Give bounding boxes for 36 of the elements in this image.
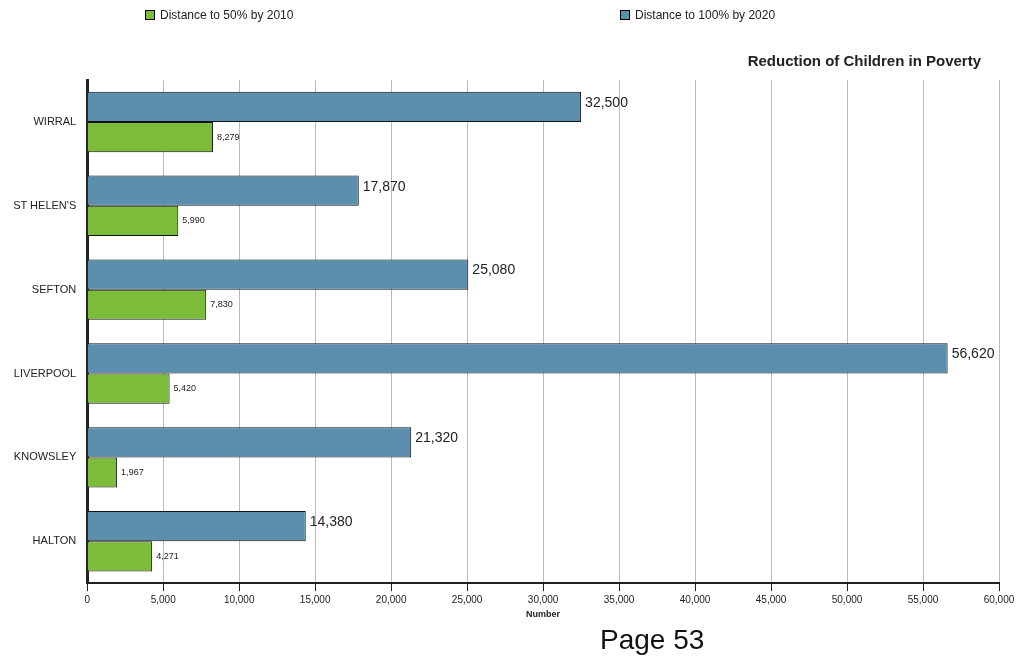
y-tick-label: ST HELEN'S (13, 198, 77, 211)
data-label: 7,830 (210, 299, 233, 310)
data-label: 5,990 (182, 215, 205, 226)
data-label: 25,080 (472, 261, 516, 278)
x-tick-label: 10,000 (223, 593, 255, 605)
data-label: 14,380 (309, 513, 353, 530)
y-tick-label: SEFTON (31, 282, 77, 295)
x-tick-label: 25,000 (451, 593, 483, 605)
data-label: 32,500 (585, 93, 629, 110)
x-tick-label: 45,000 (755, 593, 787, 605)
data-label: 1,967 (121, 466, 144, 477)
x-tick-label: 30,000 (527, 593, 559, 605)
x-tick-label: 50,000 (831, 593, 863, 605)
x-tick-label: 55,000 (907, 593, 939, 605)
text: Page 53 (600, 624, 705, 656)
x-tick-label: 5,000 (150, 593, 177, 605)
x-tick-label: 60,000 (983, 593, 1015, 605)
chart-title: Reduction of Children in Poverty (747, 52, 981, 69)
x-tick-label: 20,000 (375, 593, 407, 605)
x-tick-label: 35,000 (603, 593, 635, 605)
x-tick-label: 15,000 (299, 593, 331, 605)
data-label: 21,320 (415, 429, 459, 446)
y-tick-label: HALTON (32, 534, 77, 547)
data-label: 17,870 (362, 177, 406, 194)
legend-label: Distance to 50% by 2010 (160, 8, 294, 22)
y-tick-label: LIVERPOOL (13, 366, 77, 379)
x-tick-label: 0 (84, 593, 91, 605)
x-axis-title: Number (526, 609, 561, 620)
y-tick-label: WIRRAL (33, 114, 77, 127)
data-label: 8,279 (217, 131, 240, 142)
legend-label: Distance to 100% by 2020 (635, 8, 776, 22)
data-label: 5,420 (173, 383, 197, 394)
data-label: 56,620 (951, 345, 995, 362)
data-label: 4,271 (156, 550, 179, 561)
y-tick-label: KNOWSLEY (13, 450, 77, 463)
x-tick-label: 40,000 (679, 593, 711, 605)
